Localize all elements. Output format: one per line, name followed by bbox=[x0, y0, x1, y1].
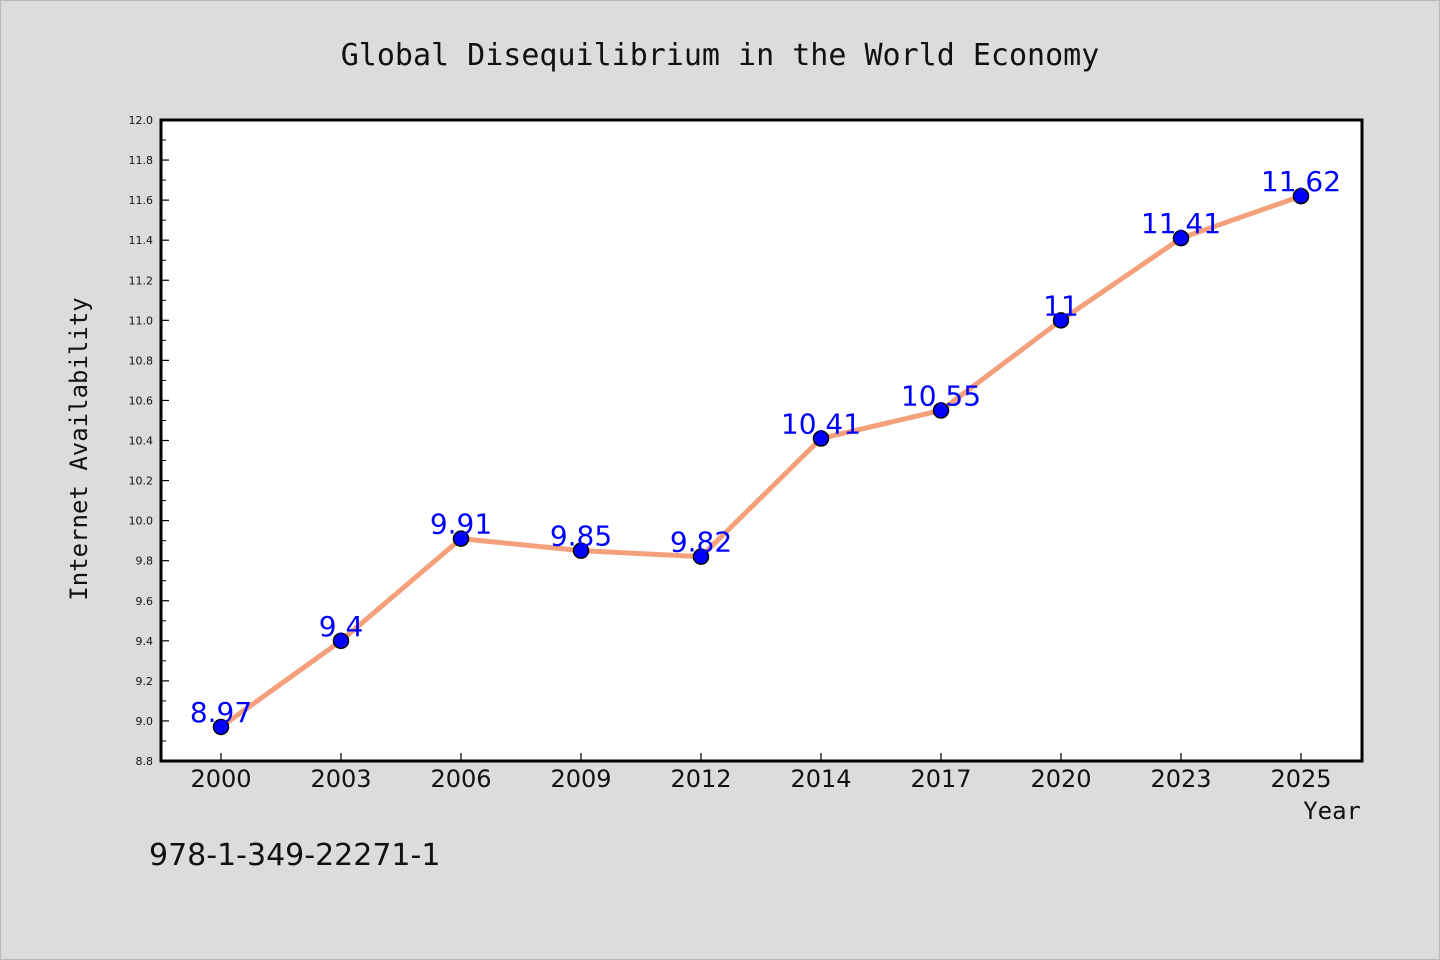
y-tick-label: 12.0 bbox=[129, 114, 154, 127]
data-point-marker bbox=[212, 718, 230, 736]
y-tick-label: 11.8 bbox=[129, 154, 154, 167]
data-point-marker bbox=[1052, 312, 1070, 329]
x-axis-label: Year bbox=[1303, 797, 1361, 825]
y-tick-label: 10.8 bbox=[129, 354, 154, 367]
data-label: 9.82 bbox=[670, 526, 732, 559]
series-markers bbox=[212, 187, 1310, 736]
y-tick-label: 9.8 bbox=[136, 555, 154, 568]
plot-area bbox=[159, 118, 1364, 763]
data-point-marker bbox=[332, 632, 350, 650]
x-tick-label: 2012 bbox=[670, 765, 731, 793]
y-axis-label: Internet Availability bbox=[65, 297, 93, 600]
data-point-marker bbox=[812, 430, 830, 447]
y-tick-label: 10.2 bbox=[129, 475, 154, 488]
x-tick-label: 2023 bbox=[1150, 765, 1211, 793]
y-axis: 8.8 9.0 9.2 9.4 9.6 9.8 10.0 10.2 10.4 10.6 10.8 11… bbox=[129, 114, 169, 768]
data-point-marker bbox=[1292, 187, 1310, 205]
data-label: 11.41 bbox=[1141, 207, 1221, 240]
y-tick-label: 9.6 bbox=[136, 595, 154, 608]
data-label: 10.41 bbox=[781, 407, 861, 440]
x-tick-label: 2006 bbox=[430, 765, 491, 793]
data-labels: 8.97 9.4 9.91 9.85 9.82 10.41 10.55 11 11.41 11.6… bbox=[190, 165, 1341, 729]
data-point-marker bbox=[452, 530, 470, 547]
y-tick-label: 10.4 bbox=[129, 435, 154, 448]
x-tick-label: 2017 bbox=[910, 765, 971, 793]
y-tick-label: 11.6 bbox=[129, 194, 154, 207]
x-tick-label: 2025 bbox=[1270, 765, 1331, 793]
x-axis: 2000 2003 2006 2009 2012 2014 2017 2020 2023 2025 bbox=[190, 753, 1332, 793]
y-tick-label: 11.2 bbox=[129, 274, 154, 287]
x-tick-label: 2003 bbox=[310, 765, 371, 793]
x-tick-label: 2000 bbox=[190, 765, 251, 793]
series-line bbox=[218, 193, 1304, 730]
y-tick-label: 9.0 bbox=[136, 715, 154, 728]
data-label: 11.62 bbox=[1261, 165, 1341, 198]
y-tick-label: 10.6 bbox=[129, 394, 154, 407]
data-label: 11 bbox=[1043, 289, 1079, 322]
data-point-marker bbox=[932, 402, 950, 419]
x-tick-label: 2014 bbox=[790, 765, 851, 793]
data-point-marker bbox=[692, 548, 710, 565]
y-tick-label: 9.2 bbox=[136, 675, 154, 688]
data-label: 10.55 bbox=[901, 379, 981, 412]
y-tick-label: 11.4 bbox=[129, 234, 154, 247]
data-point-marker bbox=[572, 542, 590, 559]
y-tick-label: 9.4 bbox=[136, 635, 154, 648]
y-tick-label: 8.8 bbox=[136, 755, 154, 768]
y-tick-label: 10.0 bbox=[129, 515, 154, 528]
data-label: 8.97 bbox=[190, 696, 252, 729]
data-label: 9.4 bbox=[319, 610, 364, 643]
chart-title: Global Disequilibrium in the World Econo… bbox=[341, 38, 1100, 73]
data-label: 9.85 bbox=[550, 520, 612, 553]
x-tick-label: 2020 bbox=[1030, 765, 1091, 793]
isbn-footer: 978-1-349-22271-1 bbox=[149, 838, 440, 873]
data-point-marker bbox=[1172, 229, 1190, 247]
x-tick-label: 2009 bbox=[550, 765, 611, 793]
data-label: 9.91 bbox=[430, 508, 492, 541]
y-tick-label: 11.0 bbox=[129, 314, 154, 327]
